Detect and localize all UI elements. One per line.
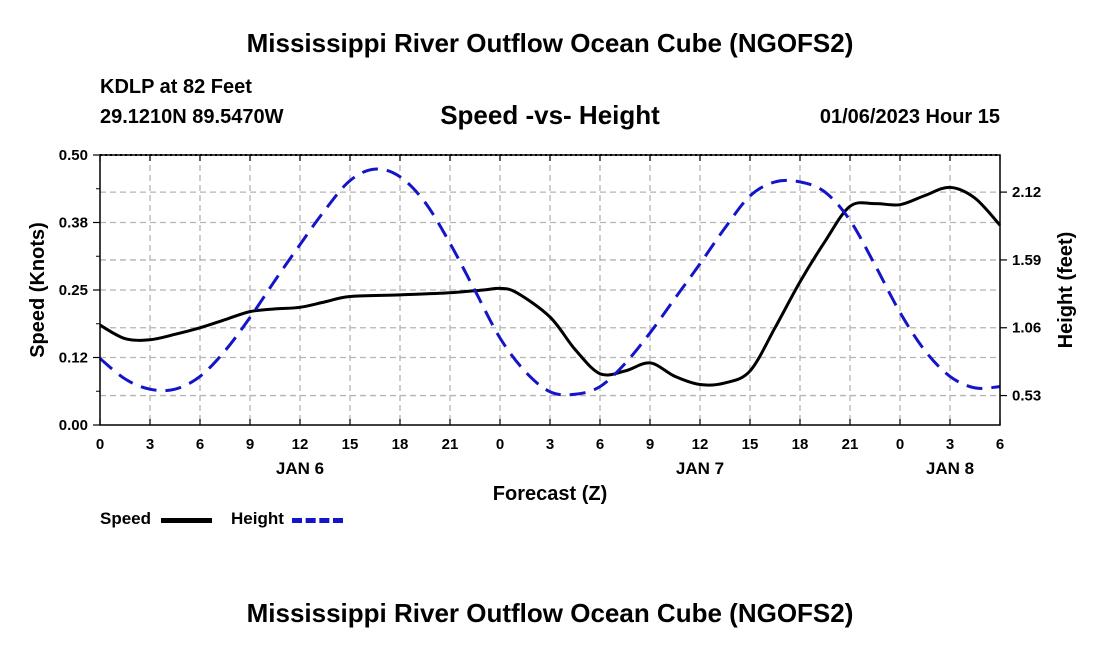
- x-tick-label: 6: [996, 436, 1004, 453]
- x-axis-title: Forecast (Z): [493, 483, 607, 505]
- footer-title: Mississippi River Outflow Ocean Cube (NG…: [246, 598, 854, 628]
- legend-speed-swatch: [161, 518, 212, 523]
- x-day-label: JAN 8: [926, 459, 974, 478]
- y-tick-label: 0.12: [59, 350, 88, 367]
- series-layer: [99, 167, 1002, 397]
- x-tick-label: 12: [692, 436, 709, 453]
- x-tick-label: 12: [292, 436, 309, 453]
- x-tick-label: 9: [246, 436, 254, 453]
- y2-tick-label: 1.06: [1012, 320, 1041, 337]
- x-tick-label: 3: [546, 436, 554, 453]
- chart-subtitle: Speed -vs- Height: [440, 100, 660, 130]
- x-tick-label: 3: [146, 436, 154, 453]
- x-tick-label: 18: [792, 436, 809, 453]
- x-tick-label: 15: [742, 436, 759, 453]
- height-series-line: [99, 167, 1001, 397]
- coordinates-label: 29.1210N 89.5470W: [100, 106, 284, 128]
- legend-height-swatch: [292, 518, 343, 523]
- x-tick-label: 0: [96, 436, 104, 453]
- y2-axis-title: Height (feet): [1055, 232, 1077, 349]
- x-tick-label: 21: [442, 436, 459, 453]
- x-tick-label: 3: [946, 436, 954, 453]
- legend-height-label: Height: [231, 509, 284, 528]
- x-tick-label: 0: [496, 436, 504, 453]
- x-tick-label: 9: [646, 436, 654, 453]
- speed-series-line: [99, 185, 1002, 387]
- chart-title: Mississippi River Outflow Ocean Cube (NG…: [246, 28, 854, 58]
- x-tick-label: 0: [896, 436, 904, 453]
- y-tick-label: 0.38: [59, 215, 88, 232]
- x-day-label: JAN 6: [276, 459, 324, 478]
- grid-layer: [100, 155, 1000, 425]
- y-tick-label: 0.25: [59, 282, 88, 299]
- y-tick-label: 0.00: [59, 417, 88, 434]
- station-label: KDLP at 82 Feet: [100, 76, 252, 98]
- y2-tick-label: 0.53: [1012, 388, 1041, 405]
- y2-tick-label: 2.12: [1012, 184, 1041, 201]
- forecast-datetime: 01/06/2023 Hour 15: [819, 106, 1000, 128]
- x-tick-label: 6: [596, 436, 604, 453]
- x-tick-label: 6: [196, 436, 204, 453]
- legend-speed-label: Speed: [100, 509, 152, 528]
- axis-layer: 0 3 6 9 12 15 18 21 0 3 6 9 12 15 18 21 0 3 6 JAN 6 JAN 7 JAN…: [59, 147, 1041, 478]
- x-tick-label: 21: [842, 436, 859, 453]
- x-tick-label: 15: [342, 436, 359, 453]
- y2-tick-label: 1.59: [1012, 252, 1041, 269]
- x-day-label: JAN 7: [676, 459, 724, 478]
- x-tick-label: 18: [392, 436, 409, 453]
- y-axis-title: Speed (Knots): [27, 222, 49, 358]
- y-tick-label: 0.50: [59, 147, 88, 164]
